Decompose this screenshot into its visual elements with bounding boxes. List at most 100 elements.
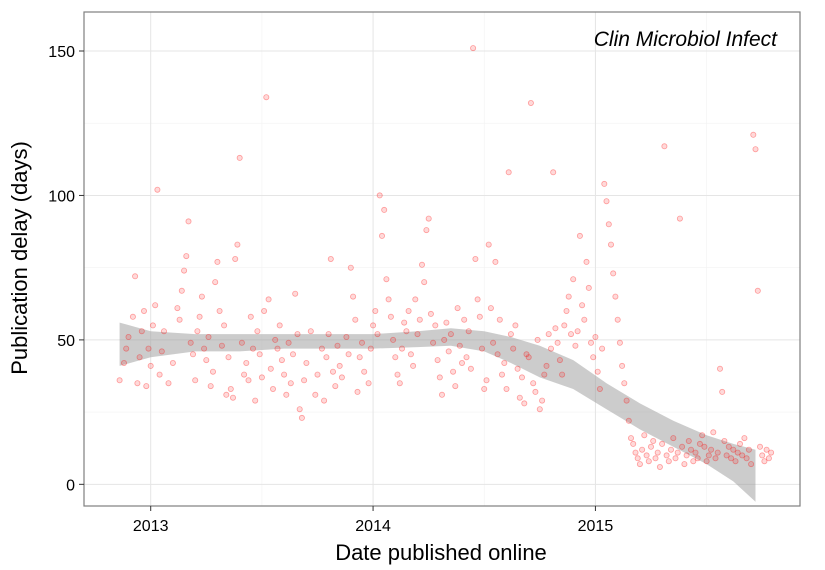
data-point [603,198,610,205]
data-point [356,354,363,361]
data-point [730,446,737,453]
data-point [679,443,686,450]
data-point [189,351,196,358]
data-point [281,371,288,378]
data-point [525,354,532,361]
data-point [345,351,352,358]
data-point [641,432,648,439]
data-point [387,313,394,320]
data-point [474,296,481,303]
data-point [178,287,185,294]
data-point [737,440,744,447]
data-point [447,331,454,338]
data-point [392,354,399,361]
y-tick-label: 150 [48,44,75,61]
data-point [450,368,457,375]
data-point [245,377,252,384]
data-point [241,371,248,378]
data-point [465,328,472,335]
data-point [507,331,514,338]
data-point [169,359,176,366]
data-point [336,362,343,369]
data-point [548,345,555,352]
data-point [329,368,336,375]
data-point [416,316,423,323]
data-point [378,232,385,239]
data-point [523,351,530,358]
data-point [154,186,161,193]
data-point [701,443,708,450]
data-point [383,276,390,283]
data-point [659,440,666,447]
data-point [543,362,550,369]
data-point [425,215,432,222]
data-point [261,307,268,314]
data-point [734,449,741,456]
data-point [723,452,730,459]
data-point [236,154,243,161]
data-point [427,310,434,317]
data-point [438,391,445,398]
data-point [652,455,659,462]
data-point [565,293,572,300]
panel-border [83,11,801,507]
data-point [269,385,276,392]
data-point [467,365,474,372]
data-point [596,385,603,392]
data-point [601,180,608,187]
data-point [454,305,461,312]
data-point [256,351,263,358]
data-point [254,328,261,335]
data-point [194,328,201,335]
data-point [238,339,245,346]
data-point [750,131,757,138]
data-point [505,169,512,176]
data-point [412,296,419,303]
data-point [599,345,606,352]
data-point [434,357,441,364]
y-axis-title: Publication delay (days) [7,141,32,375]
data-point [403,328,410,335]
data-point [696,440,703,447]
data-point [639,446,646,453]
data-point [350,293,357,300]
data-point [247,313,254,320]
data-point [623,397,630,404]
data-point [519,374,526,381]
data-point [198,293,205,300]
data-point [656,463,663,470]
data-point [196,313,203,320]
data-point [632,449,639,456]
data-point [221,322,228,329]
data-point [614,316,621,323]
x-tick-label: 2014 [355,518,391,535]
data-point [296,406,303,413]
data-point [158,348,165,355]
data-point [521,400,528,407]
data-point [352,316,359,323]
data-point [763,446,770,453]
data-point [143,383,150,390]
data-point [367,345,374,352]
data-point [267,365,274,372]
data-point [501,359,508,366]
data-point [732,458,739,465]
data-point [561,322,568,329]
data-point [630,440,637,447]
data-point [265,296,272,303]
data-point [218,342,225,349]
data-point [752,146,759,153]
data-point [214,258,221,265]
data-point [294,331,301,338]
data-point [579,302,586,309]
data-point [312,391,319,398]
data-point [303,359,310,366]
data-point [307,328,314,335]
data-point [323,354,330,361]
data-point [741,435,748,442]
data-point [223,391,230,398]
data-point [581,316,588,323]
data-point [610,270,617,277]
data-points [116,45,775,470]
data-point [258,374,265,381]
